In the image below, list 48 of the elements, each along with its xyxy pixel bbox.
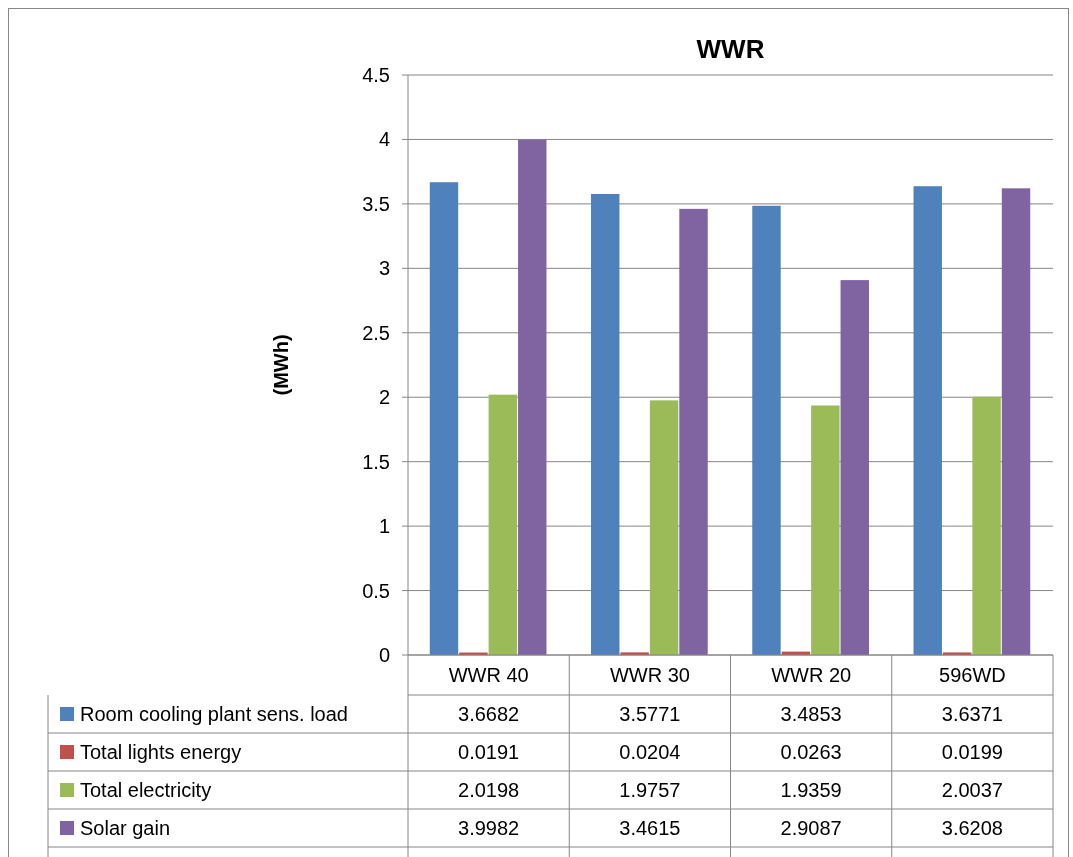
- data-label: 2.0037: [941, 779, 1003, 801]
- legend-label: Room cooling plant sens. load: [80, 703, 348, 725]
- y-tick-label: 3.5: [362, 192, 390, 215]
- data-label: 3.4615: [619, 817, 681, 839]
- chart-title: WWR: [696, 34, 765, 64]
- bar: [679, 208, 708, 655]
- data-label: 2.9087: [780, 817, 842, 839]
- data-label: 0.0199: [941, 741, 1003, 763]
- legend-label: Solar gain: [80, 817, 171, 839]
- legend-label: Total electricity: [80, 779, 212, 801]
- bar: [811, 405, 840, 655]
- bar: [752, 205, 781, 655]
- data-label: 3.6682: [458, 703, 520, 725]
- data-label: 3.5771: [619, 703, 681, 725]
- bar: [591, 193, 620, 655]
- y-tick-label: 0.5: [362, 579, 390, 602]
- y-tick-label: 2.5: [362, 321, 390, 344]
- legend-label: Total lights energy: [80, 741, 242, 763]
- x-tick-label: WWR 40: [448, 664, 529, 686]
- y-tick-label: 4: [378, 128, 390, 151]
- y-tick-label: 2: [378, 386, 390, 409]
- data-label: 3.6371: [941, 703, 1003, 725]
- data-label: 0.0191: [458, 741, 520, 763]
- x-tick-label: WWR 20: [771, 664, 852, 686]
- x-tick-label: WWR 30: [609, 664, 690, 686]
- bar: [1001, 188, 1031, 655]
- x-tick-label: 596WD: [939, 664, 1006, 686]
- data-label: 0.0204: [619, 741, 681, 763]
- bar: [649, 400, 679, 655]
- data-label: 3.4853: [780, 703, 842, 725]
- y-axis-title: (MWh): [270, 334, 292, 396]
- y-tick-label: 3: [378, 257, 390, 280]
- data-label: 1.9359: [780, 779, 842, 801]
- y-tick-label: 1: [378, 515, 390, 538]
- data-label: 2.0198: [458, 779, 520, 801]
- data-label: 3.6208: [941, 817, 1003, 839]
- y-tick-label: 4.5: [362, 64, 390, 86]
- bar: [429, 182, 459, 655]
- bar: [972, 396, 1001, 655]
- bar: [913, 186, 942, 655]
- y-tick-label: 0: [378, 644, 390, 666]
- data-label: 1.9757: [619, 779, 681, 801]
- data-label: 3.9982: [458, 817, 520, 839]
- bar: [518, 139, 547, 655]
- bar: [840, 280, 869, 655]
- bar: [488, 394, 518, 655]
- data-label: 0.0263: [780, 741, 842, 763]
- y-tick-label: 1.5: [362, 450, 390, 473]
